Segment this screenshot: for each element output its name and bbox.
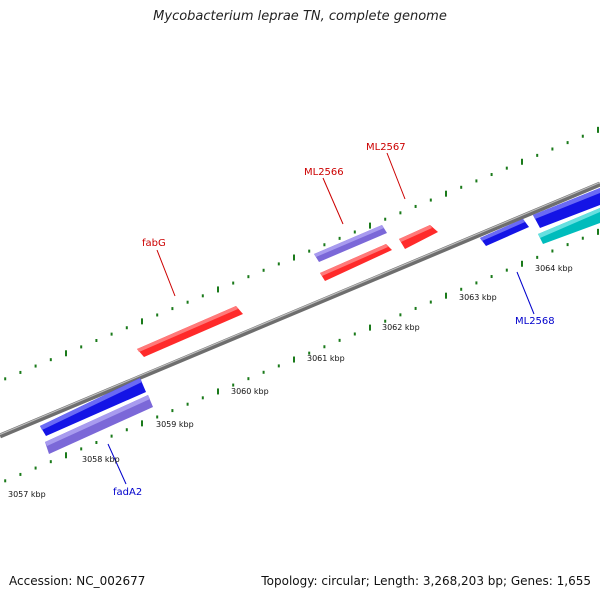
tick-label-3058: 3058 kbp: [82, 455, 120, 464]
label-ML2568: ML2568: [515, 316, 555, 327]
outer-tick-track: [4, 126, 599, 381]
tick-label-3060: 3060 kbp: [231, 387, 269, 396]
tick-label-3062: 3062 kbp: [382, 323, 420, 332]
tick-label-3059: 3059 kbp: [156, 420, 194, 429]
tick-label-3061: 3061 kbp: [307, 354, 345, 363]
gene-ML2566[interactable]: [314, 225, 387, 262]
label-ML2566: ML2566: [304, 167, 344, 178]
label-ML2567: ML2567: [366, 142, 406, 153]
genome-stats: Topology: circular; Length: 3,268,203 bp…: [261, 574, 591, 588]
gene-blue-right[interactable]: [533, 188, 600, 228]
gene-ML2567[interactable]: [399, 225, 438, 249]
tick-label-3064: 3064 kbp: [535, 264, 573, 273]
genome-backbone: [0, 181, 600, 439]
label-fabG: fabG: [142, 238, 166, 249]
gene-fabG[interactable]: [137, 306, 243, 357]
gene-ML2566b[interactable]: [320, 244, 392, 281]
label-fadA2: fadA2: [113, 487, 142, 498]
map-title: Mycobacterium leprae TN, complete genome: [153, 9, 447, 24]
inner-tick-track: [4, 228, 599, 483]
tick-label-3057: 3057 kbp: [8, 490, 46, 499]
gene-fadA2-blue[interactable]: [40, 378, 146, 436]
tick-label-3063: 3063 kbp: [459, 293, 497, 302]
gene-cyan-right[interactable]: [538, 208, 600, 244]
gene-ML2568[interactable]: [480, 219, 529, 246]
gene-fadA2[interactable]: [45, 395, 153, 454]
accession-text: Accession: NC_002677: [9, 574, 146, 588]
